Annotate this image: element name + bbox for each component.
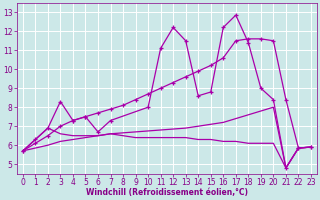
X-axis label: Windchill (Refroidissement éolien,°C): Windchill (Refroidissement éolien,°C) [86,188,248,197]
